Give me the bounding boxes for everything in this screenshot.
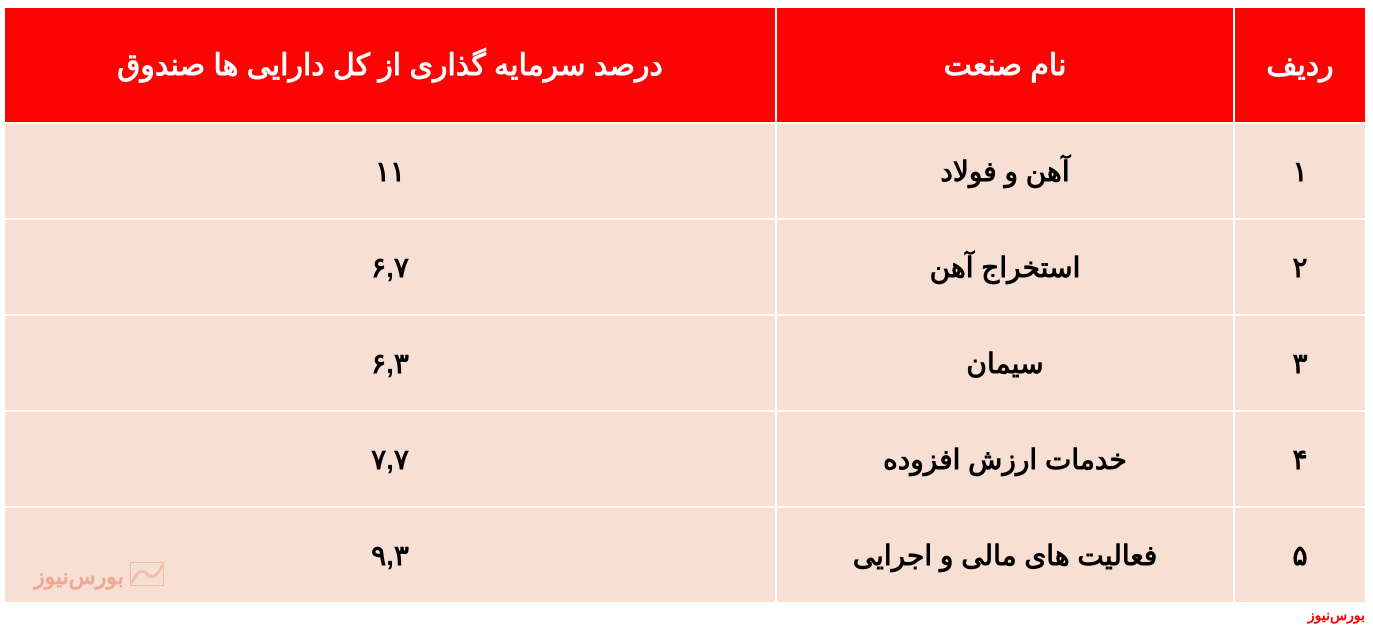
table-row: ۳ سیمان ۶,۳ (4, 315, 1366, 411)
header-pct: درصد سرمایه گذاری از کل دارایی ها صندوق (4, 7, 776, 123)
header-idx: ردیف (1234, 7, 1366, 123)
table-header-row: ردیف نام صنعت درصد سرمایه گذاری از کل دا… (4, 7, 1366, 123)
cell-pct: ۹,۳ (4, 507, 776, 603)
cell-pct: ۱۱ (4, 123, 776, 219)
investment-table: ردیف نام صنعت درصد سرمایه گذاری از کل دا… (3, 6, 1367, 604)
cell-industry: سیمان (776, 315, 1234, 411)
cell-pct: ۶,۷ (4, 219, 776, 315)
cell-industry: فعالیت های مالی و اجرایی (776, 507, 1234, 603)
table-row: ۱ آهن و فولاد ۱۱ (4, 123, 1366, 219)
cell-industry: آهن و فولاد (776, 123, 1234, 219)
cell-industry: خدمات ارزش افزوده (776, 411, 1234, 507)
cell-pct: ۷,۷ (4, 411, 776, 507)
table-row: ۵ فعالیت های مالی و اجرایی ۹,۳ (4, 507, 1366, 603)
cell-idx: ۲ (1234, 219, 1366, 315)
cell-idx: ۱ (1234, 123, 1366, 219)
cell-idx: ۳ (1234, 315, 1366, 411)
table-row: ۴ خدمات ارزش افزوده ۷,۷ (4, 411, 1366, 507)
cell-industry: استخراج آهن (776, 219, 1234, 315)
header-industry: نام صنعت (776, 7, 1234, 123)
table-row: ۲ استخراج آهن ۶,۷ (4, 219, 1366, 315)
investment-table-container: ردیف نام صنعت درصد سرمایه گذاری از کل دا… (0, 0, 1373, 604)
cell-pct: ۶,۳ (4, 315, 776, 411)
cell-idx: ۴ (1234, 411, 1366, 507)
cell-idx: ۵ (1234, 507, 1366, 603)
footer-caption: بورس‌نیوز (1308, 607, 1365, 624)
